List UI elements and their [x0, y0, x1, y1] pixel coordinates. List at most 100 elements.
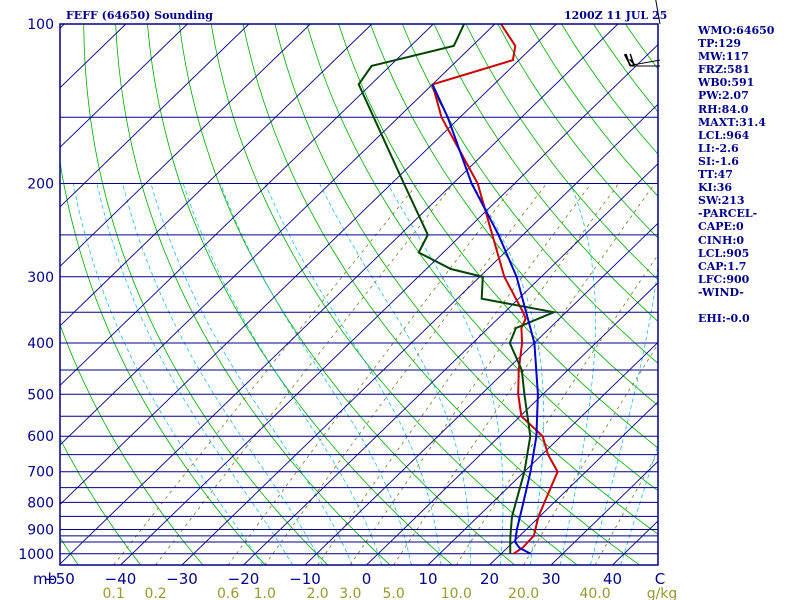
pressure-tick-label: 200	[27, 176, 54, 192]
isotherm	[181, 103, 658, 565]
isotherm	[60, 24, 557, 506]
temperature-tick-label: −40	[105, 570, 137, 588]
parcel-trace	[431, 83, 539, 555]
index-item: TT:47	[698, 168, 733, 182]
pressure-tick-label: 1000	[18, 547, 54, 563]
mixing-ratio-tick-label: 2.0	[306, 586, 328, 600]
index-item: MW:117	[698, 50, 749, 64]
mixing-ratio-line	[113, 183, 419, 565]
index-item: CINH:0	[698, 233, 745, 247]
mixing-ratio-tick-label: 0.1	[103, 586, 125, 600]
index-item: FRZ:581	[698, 63, 751, 77]
isotherm	[60, 24, 373, 327]
mixing-ratio-line	[264, 183, 547, 565]
dry-adiabat	[465, 24, 658, 281]
isotherm	[304, 222, 658, 565]
index-item: LCL:905	[698, 246, 750, 260]
moist-adiabat	[264, 183, 442, 565]
dewpoint-trace	[357, 24, 558, 554]
index-item: EHI:-0.0	[698, 312, 750, 326]
dry-adiabat	[433, 24, 658, 322]
index-item: RH:84.0	[698, 102, 749, 116]
isotherm	[60, 24, 619, 565]
index-item: SW:213	[698, 194, 745, 208]
temperature-tick-label: 30	[541, 570, 560, 588]
isotherm	[427, 341, 658, 565]
isotherm	[366, 282, 658, 565]
isotherm	[60, 24, 496, 446]
dry-adiabat	[210, 24, 578, 565]
mixing-ratio-line	[393, 183, 656, 565]
dry-adiabat	[60, 323, 204, 565]
isotherm	[60, 24, 250, 208]
index-item: WB0:591	[698, 76, 755, 90]
moist-adiabat	[122, 183, 323, 565]
sounding-traces	[357, 24, 559, 555]
dry-adiabat	[178, 24, 516, 565]
isotherm	[60, 24, 434, 387]
index-item: CAPE:0	[698, 220, 744, 234]
wind-barb-shaft	[655, 0, 661, 25]
mixing-ratio-tick-label: 0.6	[217, 586, 239, 600]
index-item	[698, 299, 798, 312]
mixing-ratio-tick-label: 20.0	[508, 586, 539, 600]
isotherm	[60, 24, 311, 267]
index-item: WMO:64650	[698, 24, 775, 37]
dry-adiabat	[401, 24, 658, 364]
index-item: -PARCEL-	[698, 207, 758, 221]
pressure-tick-label: 400	[27, 336, 54, 352]
isotherm	[60, 24, 65, 29]
pressure-tick-label: 500	[27, 387, 54, 403]
wind-barb-flag	[625, 53, 631, 67]
index-item: LCL:964	[698, 128, 750, 142]
temperature-tick-label: 0	[362, 570, 372, 588]
moist-adiabat	[590, 263, 658, 565]
index-item: PW:2.07	[698, 89, 749, 103]
dry-adiabat	[306, 24, 658, 492]
mixing-ratio-line	[227, 183, 516, 565]
pressure-tick-label: 900	[27, 523, 54, 539]
temperature-tick-label: 40	[603, 570, 622, 588]
temperature-tick-label: 10	[418, 570, 437, 588]
pressure-tick-label: 300	[27, 270, 54, 286]
isotherm	[489, 401, 658, 565]
mixing-ratio-tick-label: 3.0	[339, 586, 361, 600]
pressure-tick-label: 600	[27, 429, 54, 445]
wind-barb-flag	[629, 53, 635, 67]
stability-indices-panel: WMO:64650 TP:129 MW:117 FRZ:581 WB0:591 PW:2.…	[698, 24, 798, 325]
mixing-ratio-tick-label: 40.0	[579, 586, 610, 600]
moist-adiabat	[72, 183, 263, 565]
index-item: SI:-1.6	[698, 154, 739, 168]
isotherm	[60, 24, 127, 89]
dry-adiabat	[274, 24, 658, 535]
moist-adiabat	[96, 183, 294, 565]
mixing-ratio-line	[317, 183, 592, 565]
mixing-ratio-tick-label: 5.0	[383, 586, 405, 600]
temperature-tick-label: −50	[43, 570, 75, 588]
dry-adiabat	[0, 24, 16, 565]
mixing-ratio-line	[155, 183, 455, 565]
index-item: TP:129	[698, 37, 742, 51]
mixing-ratio-line	[455, 254, 658, 565]
dry-adiabat	[147, 24, 453, 565]
dry-adiabat	[83, 24, 328, 565]
index-item: LFC:900	[698, 272, 750, 286]
isotherm	[120, 44, 658, 565]
sounding-title: FEFF (64650) Sounding	[66, 9, 213, 22]
index-item: CAP:1.7	[698, 259, 747, 273]
moist-adiabat	[559, 183, 596, 565]
index-item: LI:-2.6	[698, 141, 739, 155]
pressure-tick-label: 700	[27, 465, 54, 481]
mixing-ratio-tick-label: 10.0	[441, 586, 472, 600]
wind-barbs	[623, 0, 661, 67]
background-grid	[0, 24, 658, 565]
pressure-tick-label: 800	[27, 495, 54, 511]
mixing-ratio-tick-label: 1.0	[254, 586, 276, 600]
moist-adiabat	[220, 183, 412, 565]
temperature-unit-label: C	[655, 570, 665, 588]
temperature-tick-label: −10	[289, 570, 321, 588]
moist-adiabat	[182, 183, 383, 565]
isotherm	[243, 163, 658, 565]
